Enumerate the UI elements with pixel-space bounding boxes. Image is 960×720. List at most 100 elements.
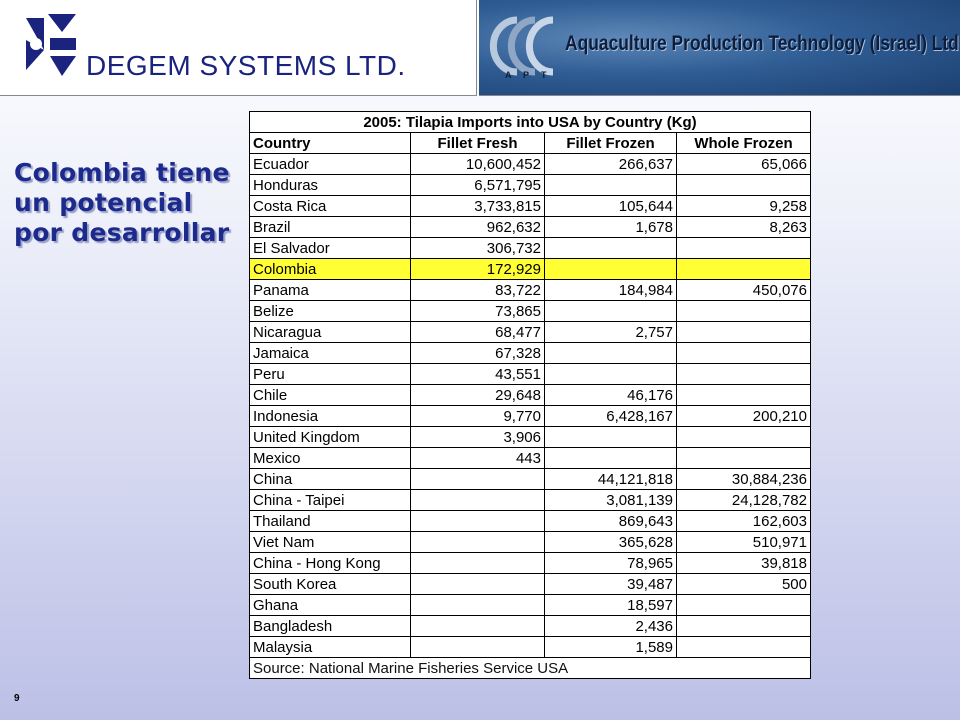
table-cell-fillet-frozen: 1,678 (544, 216, 677, 238)
table-row: Colombia 172,929 (249, 258, 811, 280)
degem-logo-icon (26, 14, 76, 76)
table-cell-whole-frozen: 450,076 (676, 279, 811, 301)
table-cell-country: Costa Rica (249, 195, 411, 217)
table-row: Mexico 443 (249, 447, 811, 469)
table-cell-fillet-fresh (410, 636, 545, 658)
side-heading: Colombia tiene un potencial por desarrol… (14, 158, 230, 247)
table-row: Belize 73,865 (249, 300, 811, 322)
table-cell-whole-frozen (676, 384, 811, 406)
table-cell-fillet-frozen: 3,081,139 (544, 489, 677, 511)
table-cell-fillet-fresh (410, 531, 545, 553)
table-cell-fillet-fresh (410, 468, 545, 490)
table-cell-fillet-fresh: 73,865 (410, 300, 545, 322)
table-cell-whole-frozen (676, 447, 811, 469)
table-cell-whole-frozen: 500 (676, 573, 811, 595)
table-row: Costa Rica 3,733,815 105,644 9,258 (249, 195, 811, 217)
table-row: Bangladesh 2,436 (249, 615, 811, 637)
table-row: Ecuador 10,600,452 266,637 65,066 (249, 153, 811, 175)
table-cell-whole-frozen: 510,971 (676, 531, 811, 553)
company-name: DEGEM SYSTEMS LTD. (86, 50, 406, 81)
table-cell-fillet-frozen: 46,176 (544, 384, 677, 406)
column-header: Fillet Fresh (410, 132, 545, 154)
table-cell-whole-frozen: 162,603 (676, 510, 811, 532)
table-cell-country: Mexico (249, 447, 411, 469)
table-cell-whole-frozen: 9,258 (676, 195, 811, 217)
table-cell-country: Honduras (249, 174, 411, 196)
apt-banner: A P T Aquaculture Production Technology … (479, 0, 960, 96)
table-cell-fillet-fresh: 67,328 (410, 342, 545, 364)
table-cell-fillet-frozen: 6,428,167 (544, 405, 677, 427)
table-row: China 44,121,818 30,884,236 (249, 468, 811, 490)
table-cell-fillet-frozen: 365,628 (544, 531, 677, 553)
table-cell-fillet-frozen (544, 300, 677, 322)
table-cell-fillet-frozen: 105,644 (544, 195, 677, 217)
table-cell-country: Peru (249, 363, 411, 385)
table-cell-fillet-frozen: 2,436 (544, 615, 677, 637)
table-cell-fillet-fresh: 3,906 (410, 426, 545, 448)
table-cell-country: United Kingdom (249, 426, 411, 448)
table-cell-fillet-frozen (544, 363, 677, 385)
table-cell-country: Bangladesh (249, 615, 411, 637)
table-cell-fillet-fresh: 306,732 (410, 237, 545, 259)
table-cell-country: Indonesia (249, 405, 411, 427)
table-cell-fillet-frozen: 39,487 (544, 573, 677, 595)
table-cell-fillet-frozen: 18,597 (544, 594, 677, 616)
table-cell-country: Thailand (249, 510, 411, 532)
table-cell-whole-frozen (676, 594, 811, 616)
svg-text:T: T (541, 70, 547, 80)
table-cell-whole-frozen: 200,210 (676, 405, 811, 427)
table-cell-fillet-frozen: 1,589 (544, 636, 677, 658)
table-row: China - Taipei 3,081,139 24,128,782 (249, 489, 811, 511)
table-cell-whole-frozen (676, 258, 811, 280)
table-cell-whole-frozen (676, 426, 811, 448)
table-cell-country: Chile (249, 384, 411, 406)
table-cell-whole-frozen (676, 636, 811, 658)
table-row: Chile 29,648 46,176 (249, 384, 811, 406)
table-cell-country: China - Hong Kong (249, 552, 411, 574)
table-cell-country: Colombia (249, 258, 411, 280)
column-header: Fillet Frozen (544, 132, 677, 154)
table-row: Indonesia 9,770 6,428,167 200,210 (249, 405, 811, 427)
table-cell-whole-frozen: 24,128,782 (676, 489, 811, 511)
table-cell-fillet-frozen: 2,757 (544, 321, 677, 343)
table-cell-whole-frozen (676, 342, 811, 364)
table-cell-fillet-fresh: 6,571,795 (410, 174, 545, 196)
table-row: Viet Nam 365,628 510,971 (249, 531, 811, 553)
table-cell-fillet-fresh (410, 552, 545, 574)
table-cell-whole-frozen (676, 237, 811, 259)
table-cell-whole-frozen: 65,066 (676, 153, 811, 175)
table-row: Thailand 869,643 162,603 (249, 510, 811, 532)
table-cell-fillet-frozen: 266,637 (544, 153, 677, 175)
table-cell-fillet-fresh (410, 615, 545, 637)
table-title: 2005: Tilapia Imports into USA by Countr… (249, 111, 811, 133)
table-cell-fillet-frozen (544, 237, 677, 259)
table-cell-fillet-fresh: 43,551 (410, 363, 545, 385)
table-row: Jamaica 67,328 (249, 342, 811, 364)
table-cell-fillet-fresh: 443 (410, 447, 545, 469)
table-row: Peru 43,551 (249, 363, 811, 385)
table-cell-country: Ecuador (249, 153, 411, 175)
table-cell-whole-frozen (676, 615, 811, 637)
table-header-row: Country Fillet Fresh Fillet Frozen Whole… (249, 132, 811, 154)
column-header: Country (249, 132, 411, 154)
table-row: El Salvador 306,732 (249, 237, 811, 259)
table-cell-country: El Salvador (249, 237, 411, 259)
table-source: Source: National Marine Fisheries Servic… (249, 657, 811, 679)
table-cell-country: Viet Nam (249, 531, 411, 553)
table-cell-fillet-frozen (544, 258, 677, 280)
svg-text:P: P (523, 70, 529, 80)
table-cell-country: South Korea (249, 573, 411, 595)
table-cell-fillet-frozen (544, 174, 677, 196)
table-row: Nicaragua 68,477 2,757 (249, 321, 811, 343)
table-cell-fillet-fresh: 29,648 (410, 384, 545, 406)
table-row: Malaysia 1,589 (249, 636, 811, 658)
table-row: South Korea 39,487 500 (249, 573, 811, 595)
table-cell-fillet-fresh: 962,632 (410, 216, 545, 238)
table-cell-fillet-fresh: 10,600,452 (410, 153, 545, 175)
table-row: China - Hong Kong 78,965 39,818 (249, 552, 811, 574)
table-cell-fillet-fresh: 172,929 (410, 258, 545, 280)
table-cell-fillet-fresh: 83,722 (410, 279, 545, 301)
table-cell-fillet-frozen: 184,984 (544, 279, 677, 301)
table-cell-country: Panama (249, 279, 411, 301)
table-cell-fillet-frozen: 78,965 (544, 552, 677, 574)
